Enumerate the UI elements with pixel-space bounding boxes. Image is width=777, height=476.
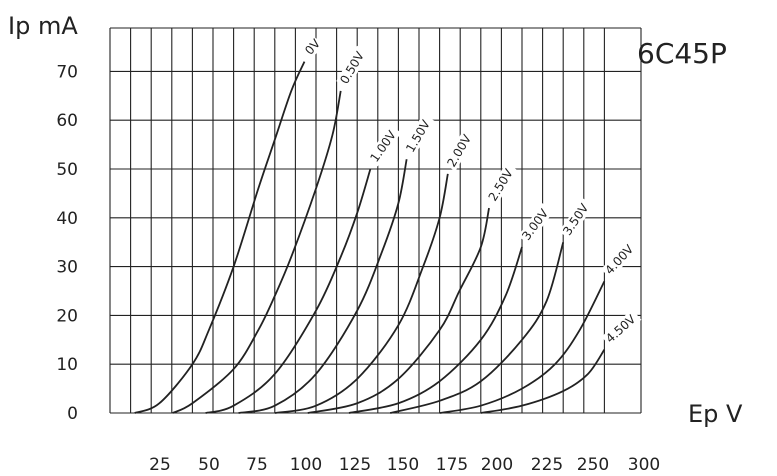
curve-label: 1.50V: [403, 117, 433, 155]
x-tick-label: 200: [481, 455, 513, 475]
curve-label-group: 3.50V: [558, 197, 594, 240]
curve-label-group: 1.00V: [366, 124, 402, 167]
curve-0V: [134, 61, 306, 414]
curve-4_50V: [480, 349, 606, 414]
x-tick-label: 175: [436, 455, 468, 475]
x-tick-label: 100: [290, 455, 322, 475]
y-tick-labels: 0 10 20 30 40 50 60 70: [56, 62, 78, 424]
x-tick-label: 50: [198, 455, 220, 475]
curve-label-bg: [484, 163, 518, 206]
x-tick-label: 150: [387, 455, 419, 475]
curve-label: 3.50V: [560, 200, 592, 237]
y-tick-label: 0: [67, 404, 78, 424]
curve-4_00V: [439, 280, 606, 414]
curve-label-bg: [600, 239, 640, 279]
curve-label-bg: [336, 45, 370, 89]
curve-1_00V: [205, 168, 372, 414]
curve-label-group: 0V: [300, 35, 324, 60]
x-tick-label: 300: [628, 455, 660, 475]
x-tick-label: 75: [246, 455, 268, 475]
x-tick-label: 125: [339, 455, 371, 475]
plate-curves: [134, 61, 606, 414]
curve-3_50V: [389, 241, 565, 414]
curve-0_50V: [172, 90, 342, 414]
curve-3_00V: [348, 246, 523, 414]
curve-label-bg: [601, 309, 642, 348]
x-tick-label: 225: [531, 455, 563, 475]
curve-2_50V: [307, 207, 490, 414]
curve-label: 2.00V: [444, 132, 474, 170]
grid-lines: [109, 27, 642, 414]
y-tick-label: 30: [56, 258, 78, 278]
y-tick-label: 10: [56, 355, 78, 375]
chart-title: 6C45P: [637, 37, 727, 70]
curve-label: 2.50V: [486, 166, 517, 204]
x-tick-label: 250: [577, 455, 609, 475]
curve-label-bg: [366, 124, 402, 167]
curve-label: 0V: [302, 36, 323, 58]
curve-label-group: 0.50V: [336, 45, 370, 89]
curve-label-bg: [443, 128, 477, 172]
curve-label-bg: [402, 114, 436, 157]
y-tick-label: 40: [56, 209, 78, 229]
curve-label-bg: [300, 35, 324, 60]
curve-label-group: 3.00V: [517, 203, 554, 245]
curve-label-bg: [517, 203, 554, 245]
x-axis-label: Ep V: [688, 400, 743, 428]
curve-1_50V: [238, 159, 408, 414]
y-tick-label: 60: [56, 111, 78, 131]
curve-label: 0.50V: [337, 49, 367, 87]
x-tick-labels: 25 50 75 100 125 150 175 200 225 250 300: [149, 455, 660, 475]
y-tick-label: 50: [56, 160, 78, 180]
curve-label-group: 4.00V: [600, 239, 640, 279]
x-tick-label: 25: [149, 455, 171, 475]
y-tick-label: 20: [56, 306, 78, 326]
y-axis-label: Ip mA: [8, 12, 78, 40]
y-tick-label: 70: [56, 62, 78, 82]
curve-2_00V: [274, 173, 449, 414]
curve-label-bg: [558, 197, 594, 240]
